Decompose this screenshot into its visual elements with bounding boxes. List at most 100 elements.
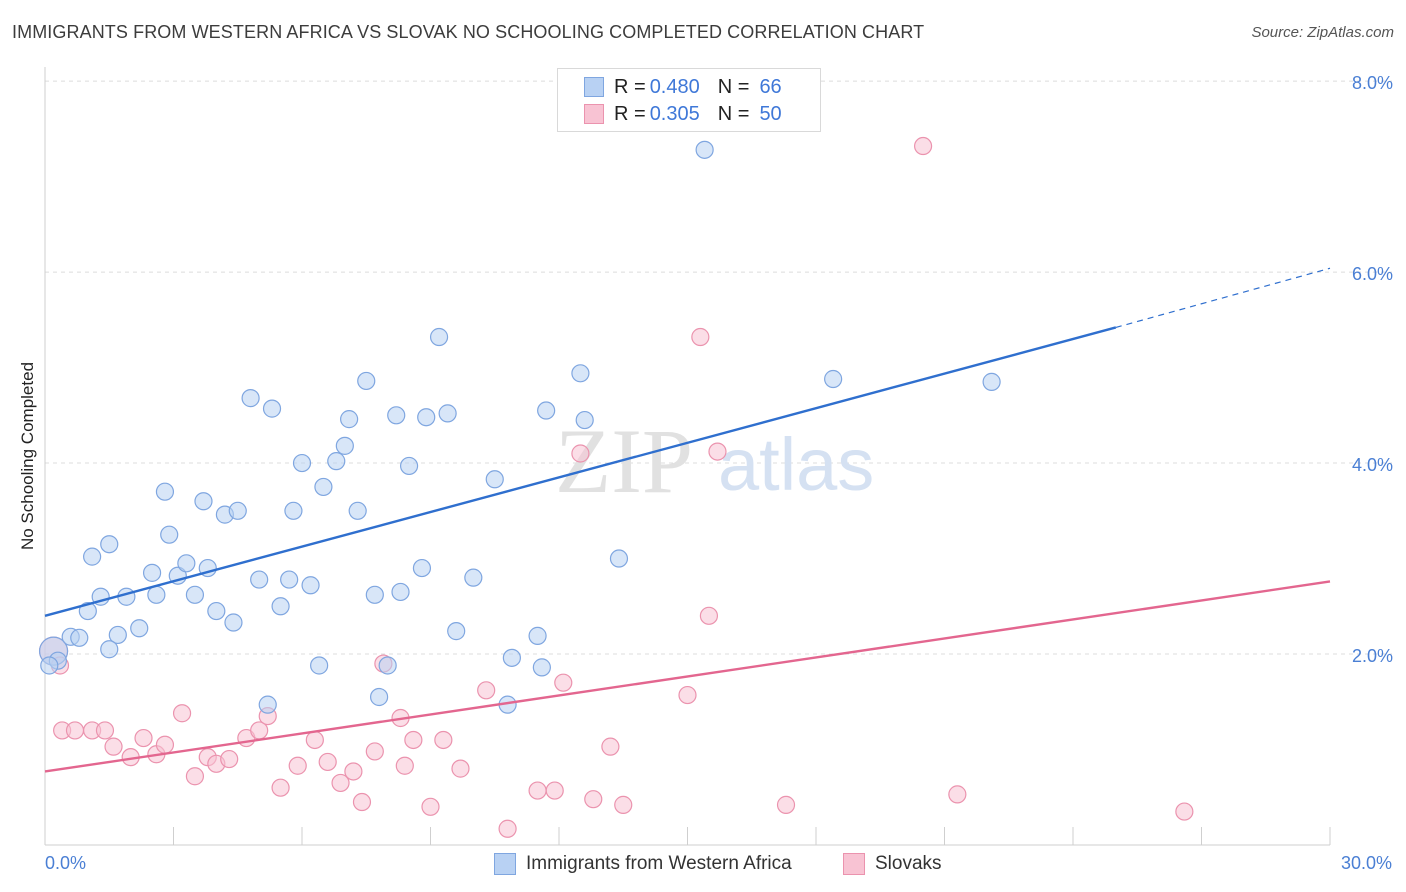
western-africa-point (575, 410, 594, 430)
slovaks-point (776, 795, 796, 814)
western-africa-point (177, 554, 196, 573)
western-africa-point (228, 501, 247, 520)
western-africa-point (391, 582, 410, 602)
western-africa-point (258, 695, 277, 714)
legend-r-value: 0.305 (649, 102, 700, 125)
slovaks-point (584, 790, 603, 809)
slovaks-point (395, 756, 414, 775)
western-africa-point (412, 558, 432, 578)
legend-r-label: R = (614, 75, 646, 98)
watermark-atlas: atlas (718, 423, 874, 506)
legend-item-western-africa[interactable]: Immigrants from Western Africa (494, 852, 792, 876)
y-tick-label: 6.0% (1352, 264, 1393, 284)
western-africa-point (485, 470, 504, 489)
legend-swatch-slovaks (843, 853, 865, 875)
slovaks-point (913, 136, 933, 156)
source-label: Source: ZipAtlas.com (1251, 24, 1394, 41)
western-africa-point (241, 389, 260, 408)
western-africa-point (537, 401, 556, 420)
western-africa-point (348, 501, 367, 520)
slovaks-point (1175, 802, 1194, 821)
legend-n-label: N = (717, 75, 750, 98)
western-africa-point (982, 372, 1001, 391)
western-africa-point (108, 625, 127, 645)
legend-n-value: 50 (759, 102, 782, 125)
western-africa-point (250, 570, 269, 589)
western-africa-point (357, 371, 376, 391)
slovaks-point (601, 737, 620, 756)
slovaks-point (172, 704, 192, 723)
western-africa-point (378, 656, 397, 675)
slovaks-point (545, 781, 564, 800)
western-africa-point (532, 658, 551, 677)
western-africa-point (292, 453, 312, 473)
western-africa-point (224, 613, 243, 632)
legend-swatch-pink (584, 104, 604, 124)
slovaks-point (421, 797, 440, 816)
western-africa-point (83, 547, 102, 566)
western-africa-point (310, 656, 329, 675)
slovaks-point (554, 673, 573, 692)
trend-lines (44, 267, 1331, 773)
slovaks-point (404, 730, 423, 750)
western-africa-point (340, 410, 359, 429)
western-africa-point (271, 597, 290, 616)
western-africa-point (365, 585, 384, 604)
slovaks-point (155, 735, 175, 754)
western-africa-trend-extension (1115, 267, 1331, 329)
legend-swatch-blue (584, 77, 604, 97)
western-africa-point (824, 369, 843, 389)
western-africa-point (571, 364, 590, 383)
legend-label-western-africa: Immigrants from Western Africa (526, 853, 792, 874)
legend-swatch-western-africa (494, 853, 516, 875)
western-africa-point (335, 436, 354, 455)
slovaks-point (104, 737, 123, 756)
y-tick-label: 8.0% (1352, 73, 1393, 93)
slovaks-point (95, 721, 115, 740)
legend-item-slovaks[interactable]: Slovaks (843, 852, 942, 876)
slovaks-point (185, 767, 205, 786)
western-africa-point (695, 140, 714, 159)
western-africa-trend-line (44, 326, 1117, 617)
slovaks-point (528, 781, 547, 800)
slovaks-point (434, 730, 453, 750)
western-africa-point (464, 568, 483, 587)
slovaks-point (305, 730, 324, 750)
axes (44, 67, 1331, 846)
western-africa-point (70, 628, 89, 647)
tick-labels: 2.0% 4.0% 6.0% 8.0% 0.0% 30.0% (45, 73, 1393, 873)
slovaks-point (365, 742, 384, 761)
western-africa-point (429, 327, 449, 347)
western-africa-point (370, 687, 389, 707)
slovaks-point (318, 752, 337, 772)
stats-legend: R = 0.480 N = 66 R = 0.305 N = 50 (557, 68, 821, 132)
slovaks-point (220, 749, 239, 769)
legend-row-slovaks: R = 0.305 N = 50 (558, 101, 782, 127)
western-africa-point (387, 406, 406, 425)
slovaks-point (948, 785, 967, 804)
slovaks-point (477, 681, 496, 700)
western-africa-point (207, 601, 226, 621)
western-africa-point (399, 456, 419, 476)
legend-n-label: N = (717, 102, 750, 125)
western-africa-point (327, 452, 346, 471)
slovaks-point (331, 773, 350, 793)
grid-lines (45, 80, 1392, 655)
chart-title: IMMIGRANTS FROM WESTERN AFRICA VS SLOVAK… (12, 22, 925, 42)
slovaks-point (344, 762, 363, 781)
western-africa-point (142, 563, 162, 582)
western-africa-point (447, 622, 466, 641)
western-africa-point (160, 525, 179, 544)
western-africa-point (40, 656, 59, 675)
slovaks-point (699, 606, 719, 625)
legend-r-label: R = (614, 102, 646, 125)
western-africa-point (78, 601, 97, 621)
western-africa-point (438, 404, 457, 423)
western-africa-point (301, 576, 320, 595)
slovaks-point (614, 795, 633, 814)
slovaks-point (691, 327, 710, 347)
western-africa-point (609, 549, 629, 568)
western-africa-point (100, 640, 119, 659)
western-africa-point (130, 619, 149, 638)
